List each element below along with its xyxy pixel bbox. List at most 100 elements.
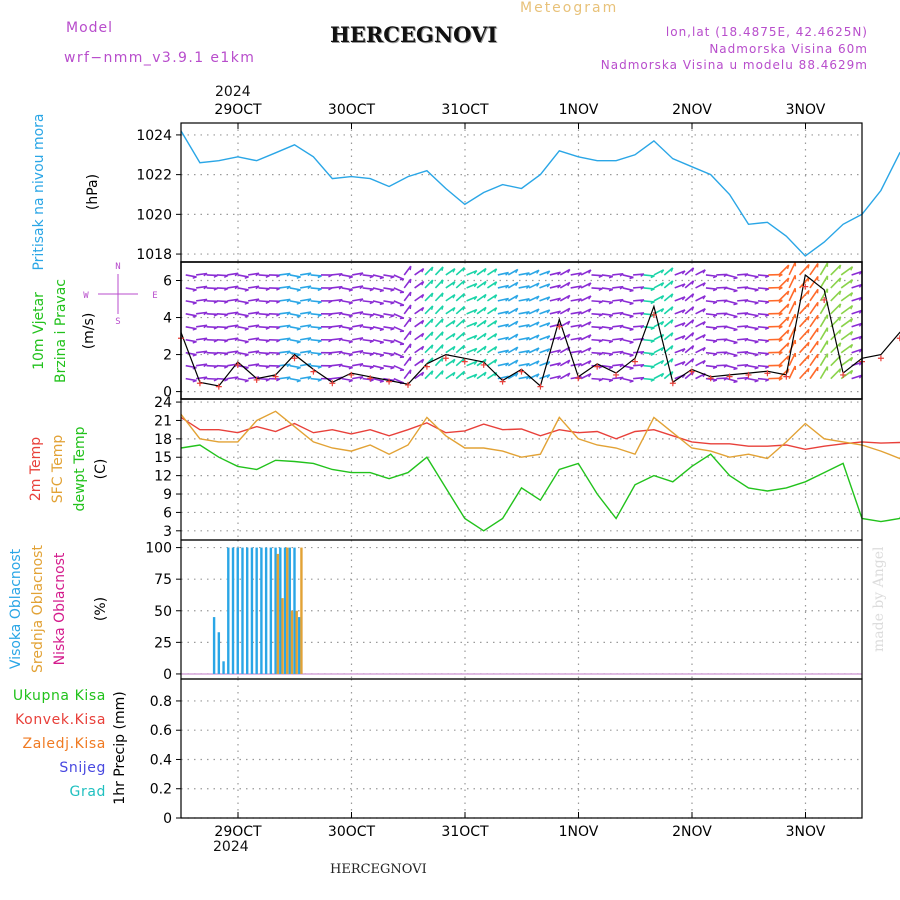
wind-arrow-head xyxy=(317,353,322,356)
wind-arrow xyxy=(788,287,796,302)
wind-arrow-head xyxy=(525,272,530,276)
wind-arrow xyxy=(788,326,796,341)
wind-arrow-head xyxy=(838,277,842,283)
wind-arrow-head xyxy=(660,373,665,378)
cloud-bar-visoka-oblacnost xyxy=(283,547,287,674)
wind-arrow-head xyxy=(421,268,425,273)
wind-arrow-head xyxy=(317,366,322,369)
wind-arrow xyxy=(840,292,853,302)
wind-arrow-head xyxy=(525,337,530,341)
wind-arrow xyxy=(507,294,519,302)
wind-arrow-head xyxy=(338,273,343,277)
wind-arrow xyxy=(788,274,796,289)
wind-arrow xyxy=(798,302,810,315)
wind-arrow xyxy=(798,328,810,341)
wind-arrow-head xyxy=(203,376,208,381)
wind-arrow-head xyxy=(850,344,854,349)
wind-arrow xyxy=(851,309,863,315)
wind-arrow-head xyxy=(379,315,384,319)
wind-arrow-head xyxy=(192,315,197,318)
wind-arrow-head xyxy=(640,325,645,329)
wind-arrow-head xyxy=(369,366,374,370)
pressure-ytick-label: 1018 xyxy=(136,247,172,263)
wind-gust-mark xyxy=(253,376,260,383)
day-label-top: 29OCT xyxy=(214,102,262,118)
wind-arrow xyxy=(726,338,738,344)
wind-arrow-head xyxy=(192,328,197,331)
wind-arrow-head xyxy=(588,373,592,378)
wind-arrow xyxy=(331,298,343,302)
wind-arrow-head xyxy=(577,298,582,302)
wind-arrow-head xyxy=(203,311,208,316)
wind-arrow xyxy=(196,363,208,367)
wind-gust-mark xyxy=(348,371,355,378)
wind-arrow-head xyxy=(430,292,434,298)
wind-arrow xyxy=(362,313,374,316)
day-label-top: 1NOV xyxy=(559,102,599,118)
wind-arrow xyxy=(591,338,603,342)
wind-arrow-head xyxy=(421,307,425,312)
day-label-bottom: 2NOV xyxy=(672,824,712,840)
wind-arrow-head xyxy=(786,329,790,334)
temp-line-2m-temp xyxy=(180,416,900,451)
wind-arrow-head xyxy=(754,379,759,383)
wind-arrow-head xyxy=(255,324,260,329)
wind-arrow xyxy=(757,364,769,368)
wind-arrow-head xyxy=(754,289,759,292)
wind-arrow-head xyxy=(286,350,291,355)
wind-arrow-head xyxy=(452,307,456,312)
wind-arrow xyxy=(466,373,478,380)
wind-arrow-head xyxy=(660,269,665,274)
wind-arrow xyxy=(612,324,624,328)
wind-arrow-head xyxy=(744,377,749,381)
wind-arrow-head xyxy=(409,279,412,284)
wind-arrow xyxy=(393,274,405,281)
wind-arrow-head xyxy=(838,368,842,373)
cloud-ylabel-line: Srednja Oblacnost xyxy=(30,545,46,673)
wind-arrow-head xyxy=(702,360,706,365)
pressure-ytick-label: 1024 xyxy=(136,128,172,144)
precip-ytick-label: 0.8 xyxy=(150,694,172,710)
wind-arrow xyxy=(559,372,571,380)
wind-arrow xyxy=(248,350,260,354)
wind-arrow xyxy=(528,282,540,289)
wind-gust-mark xyxy=(613,371,620,378)
wind-arrow-head xyxy=(359,337,364,341)
wind-arrow-head xyxy=(754,366,759,370)
wind-arrow xyxy=(289,351,301,356)
wind-arrow-head xyxy=(505,362,510,367)
wind-arrow-head xyxy=(265,288,270,291)
wind-arrow xyxy=(372,300,384,305)
wind-arrow-head xyxy=(296,276,301,279)
wind-arrow-head xyxy=(525,311,530,315)
wind-arrow-head xyxy=(452,359,456,364)
year-top: 2024 xyxy=(215,84,251,100)
wind-arrow xyxy=(455,318,465,328)
wind-arrow-head xyxy=(296,315,301,318)
wind-arrow xyxy=(809,353,819,367)
wind-arrow-head xyxy=(619,286,624,290)
wind-arrow xyxy=(331,337,343,341)
wind-arrow-head xyxy=(359,324,364,328)
wind-arrow-head xyxy=(338,350,343,355)
wind-arrow-head xyxy=(328,352,333,356)
wind-arrow-head xyxy=(224,378,229,382)
wind-arrow-head xyxy=(702,321,706,326)
wind-arrow xyxy=(237,274,249,278)
wind-arrow xyxy=(601,364,613,368)
wind-gust-mark xyxy=(556,323,563,330)
wind-arrow xyxy=(570,311,582,315)
wind-arrow-head xyxy=(608,366,614,370)
wind-arrow xyxy=(633,312,645,315)
wind-arrow xyxy=(643,377,655,381)
wind-arrow xyxy=(434,266,444,276)
wind-arrow-head xyxy=(244,302,249,305)
wind-arrow-head xyxy=(723,325,728,329)
wind-arrow xyxy=(757,313,769,316)
wind-arrow-head xyxy=(379,367,384,370)
wind-arrow-head xyxy=(359,272,364,277)
wind-arrow xyxy=(778,316,790,328)
wind-arrow-head xyxy=(359,363,364,367)
wind-arrow-head xyxy=(786,355,790,360)
wind-arrow-head xyxy=(203,350,208,355)
